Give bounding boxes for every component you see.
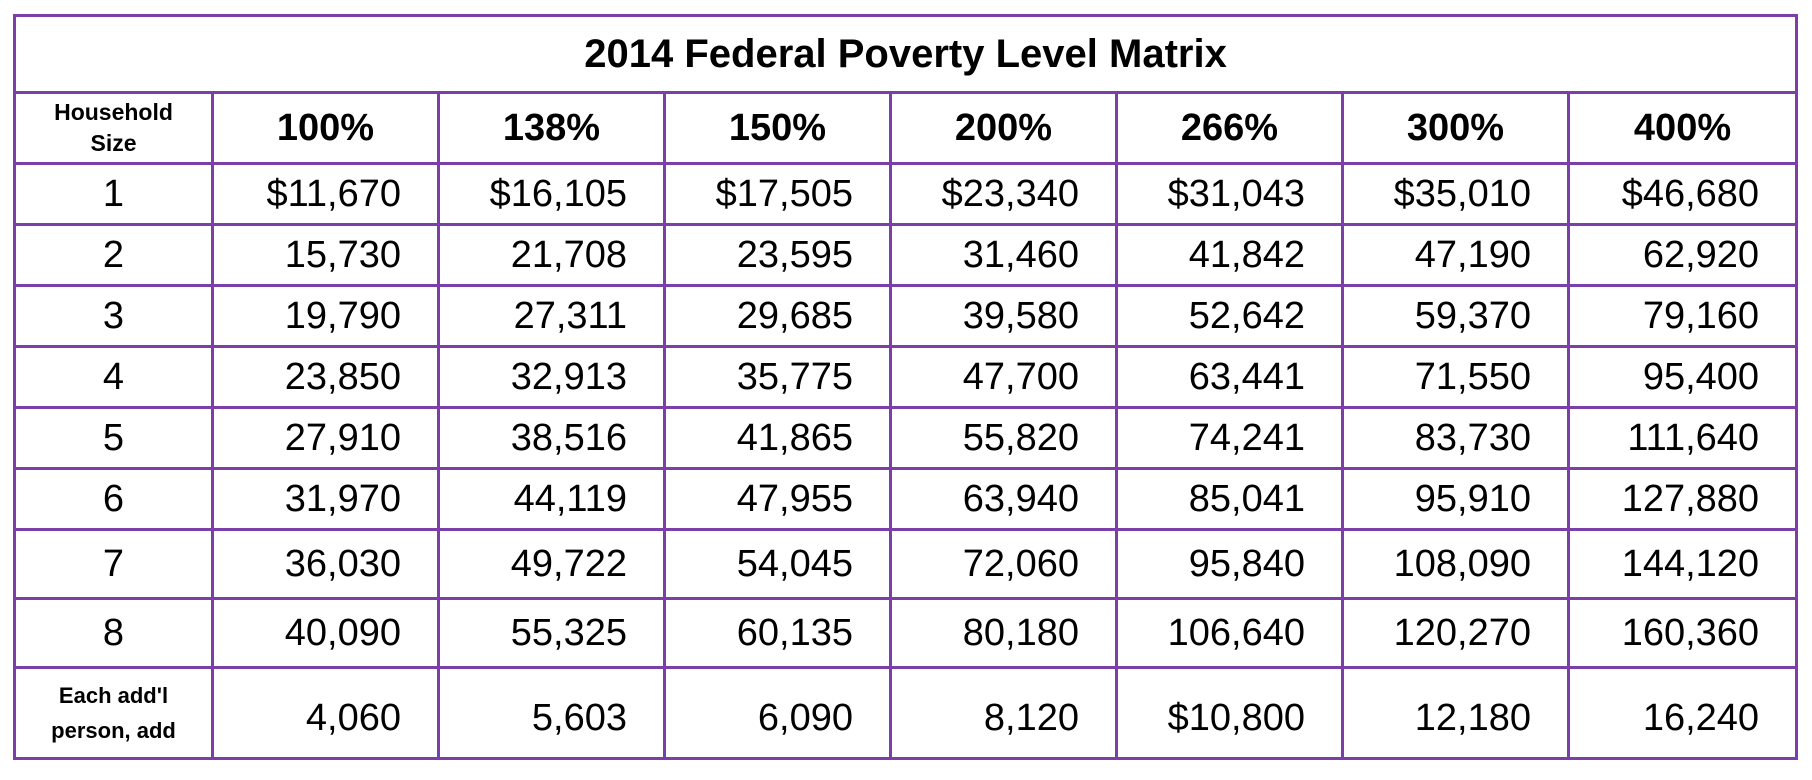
value-cell: 39,580: [889, 284, 1118, 348]
value-cell: 74,241: [1115, 406, 1344, 470]
household-size-cell: 5: [13, 406, 214, 470]
header-300-percent: 300%: [1341, 91, 1570, 165]
table-row: 2 15,730 21,708 23,595 31,460 41,842 47,…: [13, 223, 1799, 287]
table-row: 5 27,910 38,516 41,865 55,820 74,241 83,…: [13, 406, 1799, 470]
value-cell: 52,642: [1115, 284, 1344, 348]
value-cell: 108,090: [1341, 528, 1570, 600]
table-row: 7 36,030 49,722 54,045 72,060 95,840 108…: [13, 528, 1799, 600]
household-size-cell: 6: [13, 467, 214, 531]
value-cell: 63,940: [889, 467, 1118, 531]
additional-value-cell: 6,090: [663, 666, 892, 760]
household-size-cell: 2: [13, 223, 214, 287]
value-cell: 21,708: [437, 223, 666, 287]
poverty-level-table: 2014 Federal Poverty Level Matrix Househ…: [12, 14, 1799, 760]
value-cell: 47,700: [889, 345, 1118, 409]
household-size-cell: 7: [13, 528, 214, 600]
value-cell: 27,910: [211, 406, 440, 470]
value-cell: $46,680: [1566, 162, 1799, 226]
value-cell: 95,910: [1341, 467, 1570, 531]
header-200-percent: 200%: [889, 91, 1118, 165]
value-cell: 54,045: [663, 528, 892, 600]
value-cell: 83,730: [1341, 406, 1570, 470]
value-cell: 47,190: [1341, 223, 1570, 287]
value-cell: 85,041: [1115, 467, 1344, 531]
additional-value-cell: 5,603: [437, 666, 666, 760]
additional-person-label: Each add'l person, add: [13, 666, 214, 760]
value-cell: 29,685: [663, 284, 892, 348]
value-cell: $16,105: [437, 162, 666, 226]
value-cell: $11,670: [211, 162, 440, 226]
value-cell: 47,955: [663, 467, 892, 531]
value-cell: 19,790: [211, 284, 440, 348]
value-cell: 79,160: [1566, 284, 1799, 348]
value-cell: 49,722: [437, 528, 666, 600]
additional-person-label-line1: Each add'l: [58, 682, 169, 708]
additional-value-cell: 8,120: [889, 666, 1118, 760]
value-cell: 106,640: [1115, 597, 1344, 669]
value-cell: 41,865: [663, 406, 892, 470]
value-cell: 127,880: [1566, 467, 1799, 531]
value-cell: 80,180: [889, 597, 1118, 669]
value-cell: $31,043: [1115, 162, 1344, 226]
value-cell: 23,850: [211, 345, 440, 409]
value-cell: 40,090: [211, 597, 440, 669]
value-cell: 38,516: [437, 406, 666, 470]
value-cell: 120,270: [1341, 597, 1570, 669]
household-size-header: Household Size: [13, 91, 214, 165]
value-cell: $17,505: [663, 162, 892, 226]
household-size-cell: 8: [13, 597, 214, 669]
household-size-header-line2: Size: [90, 130, 137, 156]
table-row: 3 19,790 27,311 29,685 39,580 52,642 59,…: [13, 284, 1799, 348]
value-cell: $35,010: [1341, 162, 1570, 226]
additional-value-cell: 4,060: [211, 666, 440, 760]
value-cell: 36,030: [211, 528, 440, 600]
value-cell: 59,370: [1341, 284, 1570, 348]
household-size-header-line1: Household: [54, 98, 173, 125]
header-400-percent: 400%: [1566, 91, 1799, 165]
value-cell: 23,595: [663, 223, 892, 287]
value-cell: 55,820: [889, 406, 1118, 470]
household-size-cell: 1: [13, 162, 214, 226]
value-cell: 72,060: [889, 528, 1118, 600]
header-138-percent: 138%: [437, 91, 666, 165]
value-cell: 71,550: [1341, 345, 1570, 409]
value-cell: $23,340: [889, 162, 1118, 226]
table-row: 1 $11,670 $16,105 $17,505 $23,340 $31,04…: [13, 162, 1799, 226]
value-cell: 31,970: [211, 467, 440, 531]
poverty-matrix-frame: 2014 Federal Poverty Level Matrix Househ…: [12, 14, 1799, 760]
additional-value-cell: $10,800: [1115, 666, 1344, 760]
value-cell: 32,913: [437, 345, 666, 409]
header-100-percent: 100%: [211, 91, 440, 165]
table-title: 2014 Federal Poverty Level Matrix: [12, 14, 1799, 94]
header-266-percent: 266%: [1115, 91, 1344, 165]
table-row: 4 23,850 32,913 35,775 47,700 63,441 71,…: [13, 345, 1799, 409]
value-cell: 31,460: [889, 223, 1118, 287]
value-cell: 35,775: [663, 345, 892, 409]
value-cell: 60,135: [663, 597, 892, 669]
value-cell: 144,120: [1566, 528, 1799, 600]
value-cell: 62,920: [1566, 223, 1799, 287]
household-size-cell: 3: [13, 284, 214, 348]
value-cell: 63,441: [1115, 345, 1344, 409]
value-cell: 41,842: [1115, 223, 1344, 287]
household-size-cell: 4: [13, 345, 214, 409]
additional-value-cell: 12,180: [1341, 666, 1570, 760]
value-cell: 15,730: [211, 223, 440, 287]
header-row: Household Size 100% 138% 150% 200% 266% …: [13, 91, 1799, 165]
value-cell: 44,119: [437, 467, 666, 531]
value-cell: 95,840: [1115, 528, 1344, 600]
additional-person-label-line2: person, add: [51, 718, 176, 743]
additional-value-cell: 16,240: [1566, 666, 1799, 760]
additional-person-row: Each add'l person, add 4,060 5,603 6,090…: [13, 666, 1799, 760]
table-row: 8 40,090 55,325 60,135 80,180 106,640 12…: [13, 597, 1799, 669]
value-cell: 160,360: [1566, 597, 1799, 669]
value-cell: 27,311: [437, 284, 666, 348]
value-cell: 55,325: [437, 597, 666, 669]
value-cell: 95,400: [1566, 345, 1799, 409]
header-150-percent: 150%: [663, 91, 892, 165]
value-cell: 111,640: [1566, 406, 1799, 470]
table-row: 6 31,970 44,119 47,955 63,940 85,041 95,…: [13, 467, 1799, 531]
